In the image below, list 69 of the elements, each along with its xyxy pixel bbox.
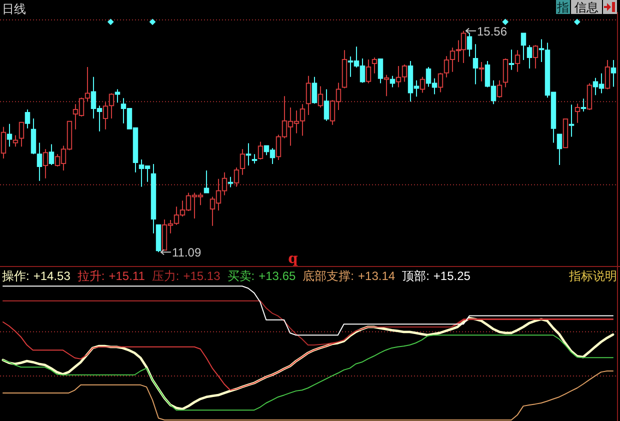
candlestick bbox=[472, 44, 478, 85]
candlestick bbox=[342, 50, 348, 89]
text: +15.13 bbox=[183, 269, 221, 283]
candlestick bbox=[520, 32, 526, 61]
candlestick bbox=[384, 74, 390, 97]
candlestick bbox=[24, 109, 30, 129]
candlestick bbox=[156, 224, 162, 253]
text: +15.11 bbox=[108, 269, 146, 283]
candlestick bbox=[610, 60, 616, 88]
candlestick bbox=[6, 123, 12, 148]
candlestick bbox=[466, 32, 472, 58]
text: 指标说明 bbox=[568, 269, 617, 283]
candlestick bbox=[48, 144, 54, 166]
text: 操作: bbox=[2, 269, 30, 283]
candlestick bbox=[252, 154, 258, 164]
candlestick bbox=[12, 134, 18, 148]
text: 底部支撑: bbox=[302, 269, 354, 283]
candlestick bbox=[312, 76, 318, 104]
button: 信息 bbox=[571, 0, 602, 14]
candlestick bbox=[324, 88, 330, 122]
candlestick bbox=[390, 75, 396, 88]
candlestick bbox=[502, 58, 508, 88]
candlestick bbox=[562, 118, 568, 149]
text: 拉升: bbox=[77, 269, 105, 283]
candlestick bbox=[580, 98, 586, 112]
candlestick bbox=[526, 44, 532, 69]
candlestick bbox=[114, 88, 120, 104]
candlestick bbox=[568, 104, 574, 138]
button: 指 bbox=[556, 0, 570, 14]
candlestick bbox=[246, 142, 252, 166]
candlestick bbox=[586, 82, 592, 111]
annotation: 信息 bbox=[574, 0, 598, 14]
candlestick bbox=[420, 76, 426, 94]
candlestick bbox=[496, 80, 502, 98]
candlestick bbox=[556, 134, 562, 166]
candlestick bbox=[532, 44, 538, 69]
annotation: 15.56 bbox=[476, 24, 508, 38]
text: 顶部: bbox=[402, 269, 430, 283]
candlestick bbox=[366, 59, 372, 84]
candlestick bbox=[318, 86, 324, 108]
candlestick bbox=[306, 75, 312, 116]
candlestick bbox=[18, 121, 24, 148]
text: +13.14 bbox=[358, 269, 396, 283]
text: +15.25 bbox=[433, 269, 471, 283]
candlestick bbox=[150, 164, 156, 234]
series-label: 压力: bbox=[152, 269, 180, 283]
candlestick bbox=[574, 103, 580, 124]
chart-title: 日线 bbox=[2, 2, 26, 16]
candlestick bbox=[604, 60, 610, 90]
candlestick bbox=[0, 126, 6, 160]
candlestick bbox=[372, 57, 378, 74]
candlestick bbox=[30, 118, 36, 155]
candlestick bbox=[478, 62, 484, 82]
annotation: q bbox=[288, 251, 298, 267]
text: +14.53 bbox=[33, 269, 71, 283]
candlestick bbox=[42, 148, 48, 179]
candlestick bbox=[204, 170, 210, 194]
candlestick bbox=[438, 72, 444, 93]
candlestick bbox=[508, 49, 514, 70]
candlestick bbox=[378, 58, 384, 84]
candlestick bbox=[234, 166, 240, 188]
candlestick bbox=[258, 141, 264, 160]
text: 买卖: bbox=[227, 269, 255, 283]
candlestick bbox=[36, 142, 42, 182]
text: +13.65 bbox=[258, 269, 296, 283]
candlestick bbox=[514, 50, 520, 72]
candlestick bbox=[228, 176, 234, 188]
candlestick bbox=[240, 148, 246, 176]
annotation: 11.09 bbox=[172, 246, 202, 260]
